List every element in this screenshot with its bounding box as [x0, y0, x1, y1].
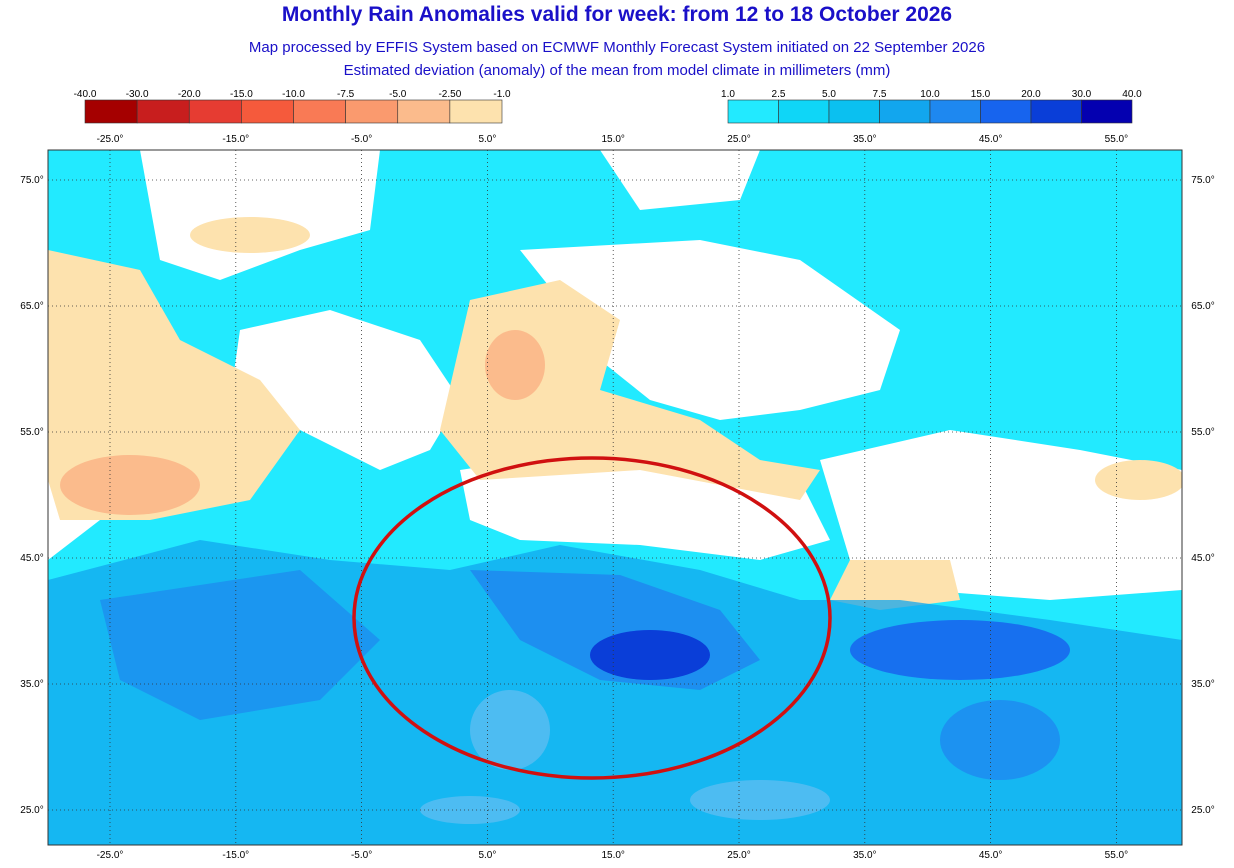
lat-label: 35.0°: [1191, 679, 1214, 690]
legend-label: 7.5: [873, 89, 887, 100]
lon-label: 15.0°: [601, 850, 624, 861]
legend-label: -5.0: [389, 89, 407, 100]
legend-swatch: [879, 99, 931, 124]
lon-label: 35.0°: [853, 850, 876, 861]
title: Monthly Rain Anomalies valid for week: f…: [282, 3, 952, 26]
lat-label: 75.0°: [20, 175, 43, 186]
lon-label: 15.0°: [601, 134, 624, 145]
lat-label: 65.0°: [20, 301, 43, 312]
legend-swatch: [1081, 99, 1133, 124]
legend-swatch: [727, 99, 779, 124]
legend-label: 15.0: [971, 89, 991, 100]
lon-label: 55.0°: [1105, 134, 1128, 145]
legend-label: 1.0: [721, 89, 735, 100]
lon-label: 45.0°: [979, 850, 1002, 861]
legend-swatch: [449, 99, 503, 124]
legend-label: -20.0: [178, 89, 201, 100]
map: [48, 150, 1182, 845]
map-frame: [47, 149, 1183, 846]
lon-label: -15.0°: [222, 850, 249, 861]
lat-label: 75.0°: [1191, 175, 1214, 186]
lon-label: 5.0°: [478, 134, 496, 145]
lat-label: 55.0°: [20, 427, 43, 438]
legend-swatch: [929, 99, 981, 124]
legend-label: 2.5: [772, 89, 786, 100]
lon-label: 55.0°: [1105, 850, 1128, 861]
lon-label: -25.0°: [97, 850, 124, 861]
description: Estimated deviation (anomaly) of the mea…: [344, 62, 891, 79]
highlight-circle: [352, 456, 832, 780]
legend-label: -7.5: [337, 89, 355, 100]
lat-label: 45.0°: [20, 553, 43, 564]
legend-label: -15.0: [230, 89, 253, 100]
lon-label: -25.0°: [97, 134, 124, 145]
lon-label: -15.0°: [222, 134, 249, 145]
legend-swatch: [136, 99, 190, 124]
lon-label: 25.0°: [727, 850, 750, 861]
lat-label: 45.0°: [1191, 553, 1214, 564]
lon-label: -5.0°: [351, 134, 372, 145]
lat-label: 55.0°: [1191, 427, 1214, 438]
legend-swatch: [84, 99, 138, 124]
legend-label: -30.0: [126, 89, 149, 100]
legend-label: 10.0: [920, 89, 940, 100]
legend-label: -40.0: [74, 89, 97, 100]
lat-label: 65.0°: [1191, 301, 1214, 312]
legend-swatch: [188, 99, 242, 124]
wet-areas: [48, 540, 1182, 845]
lon-label: -5.0°: [351, 850, 372, 861]
subtitle: Map processed by EFFIS System based on E…: [249, 39, 985, 56]
lon-label: 35.0°: [853, 134, 876, 145]
legend-label: 40.0: [1122, 89, 1142, 100]
lon-label: 25.0°: [727, 134, 750, 145]
legends: -40.0 -30.0 -20.0 -15.0 -10.0 -7.5 -5.0 -2.50 -1…: [74, 89, 1142, 124]
lat-label: 25.0°: [1191, 805, 1214, 816]
legend-swatch: [397, 99, 451, 124]
legend-label: -10.0: [282, 89, 305, 100]
legend-swatch: [1030, 99, 1082, 124]
axis-labels: -25.0° -25.0° -15.0° -15.0° -5.0° -5.0° 5.0° 5.…: [20, 134, 1214, 861]
legend-swatch: [828, 99, 880, 124]
lat-label: 35.0°: [20, 679, 43, 690]
legend-label: -2.50: [438, 89, 461, 100]
legend-swatch: [778, 99, 830, 124]
legend-label: 30.0: [1072, 89, 1092, 100]
lon-label: 5.0°: [478, 850, 496, 861]
legend-label: 20.0: [1021, 89, 1041, 100]
legend-swatch: [241, 99, 294, 124]
legend-swatch: [980, 99, 1032, 124]
legend-label: -1.0: [493, 89, 511, 100]
legend-swatch: [345, 99, 399, 124]
lat-label: 25.0°: [20, 805, 43, 816]
legend-swatch: [293, 99, 346, 124]
legend-label: 5.0: [822, 89, 836, 100]
lon-label: 45.0°: [979, 134, 1002, 145]
